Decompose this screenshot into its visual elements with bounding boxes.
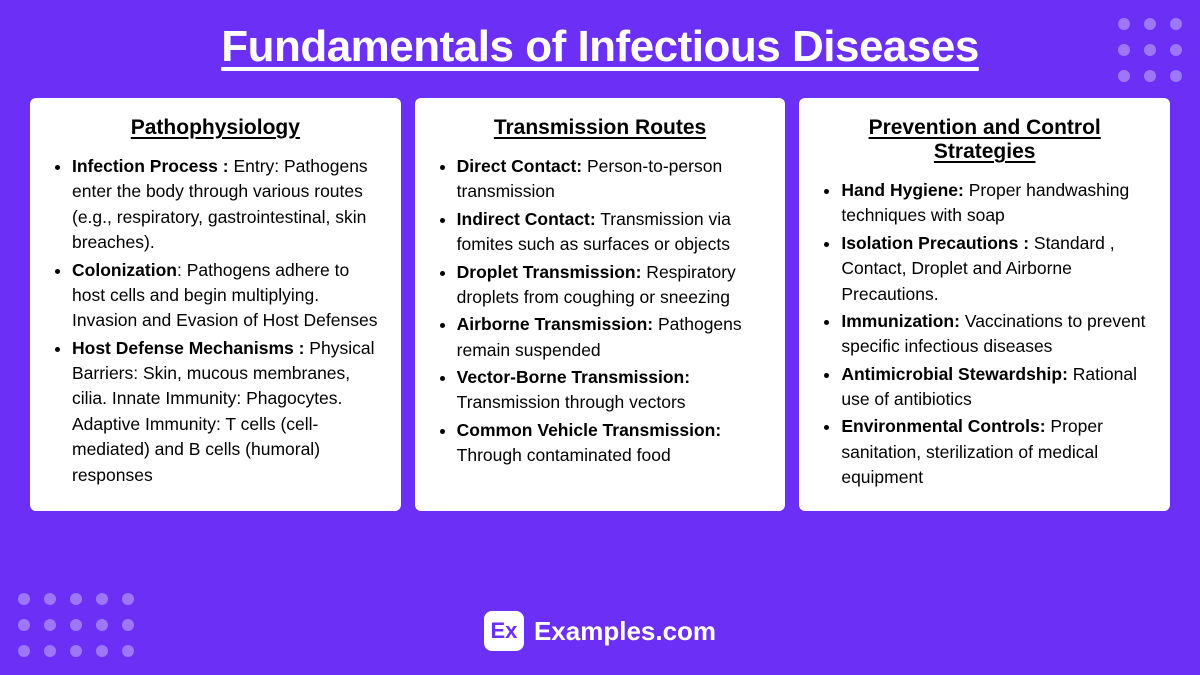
list-item: Isolation Precautions : Standard , Conta… bbox=[841, 231, 1152, 307]
list-item: Colonization: Pathogens adhere to host c… bbox=[72, 258, 383, 334]
item-bold: Antimicrobial Stewardship: bbox=[841, 364, 1068, 384]
list-item: Indirect Contact: Transmission via fomit… bbox=[457, 207, 768, 258]
item-bold: Isolation Precautions : bbox=[841, 233, 1034, 253]
list-item: Airborne Transmission: Pathogens remain … bbox=[457, 312, 768, 363]
dot bbox=[18, 593, 30, 605]
item-text: Physical Barriers: Skin, mucous membrane… bbox=[72, 338, 374, 485]
dot bbox=[1144, 18, 1156, 30]
page-title: Fundamentals of Infectious Diseases bbox=[0, 0, 1200, 72]
card-prevention: Prevention and Control Strategies Hand H… bbox=[799, 98, 1170, 511]
list-item: Direct Contact: Person-to-person transmi… bbox=[457, 154, 768, 205]
item-text: Through contaminated food bbox=[457, 445, 671, 465]
list-item: Host Defense Mechanisms : Physical Barri… bbox=[72, 336, 383, 488]
item-bold: Host Defense Mechanisms : bbox=[72, 338, 309, 358]
list-item: Vector-Borne Transmission: Transmission … bbox=[457, 365, 768, 416]
item-bold: Colonization bbox=[72, 260, 177, 280]
item-bold: Environmental Controls: bbox=[841, 416, 1045, 436]
brand-text: Examples.com bbox=[534, 616, 716, 647]
card-list: Direct Contact: Person-to-person transmi… bbox=[433, 154, 768, 469]
dot bbox=[1118, 18, 1130, 30]
dot bbox=[1170, 18, 1182, 30]
item-bold: Direct Contact: bbox=[457, 156, 582, 176]
item-text: Transmission through vectors bbox=[457, 392, 686, 412]
dot bbox=[44, 593, 56, 605]
footer-brand: Ex Examples.com bbox=[0, 611, 1200, 651]
card-title: Pathophysiology bbox=[48, 116, 383, 140]
card-title: Prevention and Control Strategies bbox=[817, 116, 1152, 164]
card-title: Transmission Routes bbox=[433, 116, 768, 140]
item-bold: Indirect Contact: bbox=[457, 209, 596, 229]
dot bbox=[1170, 70, 1182, 82]
item-bold: Immunization: bbox=[841, 311, 960, 331]
card-list: Infection Process : Entry: Pathogens ent… bbox=[48, 154, 383, 488]
dot bbox=[70, 593, 82, 605]
card-row: Pathophysiology Infection Process : Entr… bbox=[0, 72, 1200, 511]
item-bold: Hand Hygiene: bbox=[841, 180, 964, 200]
item-bold: Droplet Transmission: bbox=[457, 262, 642, 282]
list-item: Droplet Transmission: Respiratory drople… bbox=[457, 260, 768, 311]
list-item: Environmental Controls: Proper sanitatio… bbox=[841, 414, 1152, 490]
item-bold: Vector-Borne Transmission: bbox=[457, 367, 690, 387]
dot bbox=[1144, 70, 1156, 82]
dot bbox=[1118, 44, 1130, 56]
item-bold: Infection Process : bbox=[72, 156, 233, 176]
card-list: Hand Hygiene: Proper handwashing techniq… bbox=[817, 178, 1152, 491]
item-bold: Airborne Transmission: bbox=[457, 314, 653, 334]
list-item: Common Vehicle Transmission: Through con… bbox=[457, 418, 768, 469]
dot bbox=[1118, 70, 1130, 82]
dot bbox=[122, 593, 134, 605]
list-item: Immunization: Vaccinations to prevent sp… bbox=[841, 309, 1152, 360]
list-item: Hand Hygiene: Proper handwashing techniq… bbox=[841, 178, 1152, 229]
card-pathophysiology: Pathophysiology Infection Process : Entr… bbox=[30, 98, 401, 511]
dot bbox=[1144, 44, 1156, 56]
decorative-dots-top-right bbox=[1118, 18, 1182, 82]
list-item: Antimicrobial Stewardship: Rational use … bbox=[841, 362, 1152, 413]
dot bbox=[96, 593, 108, 605]
item-bold: Common Vehicle Transmission: bbox=[457, 420, 722, 440]
dot bbox=[1170, 44, 1182, 56]
list-item: Infection Process : Entry: Pathogens ent… bbox=[72, 154, 383, 256]
card-transmission: Transmission Routes Direct Contact: Pers… bbox=[415, 98, 786, 511]
logo-badge: Ex bbox=[484, 611, 524, 651]
